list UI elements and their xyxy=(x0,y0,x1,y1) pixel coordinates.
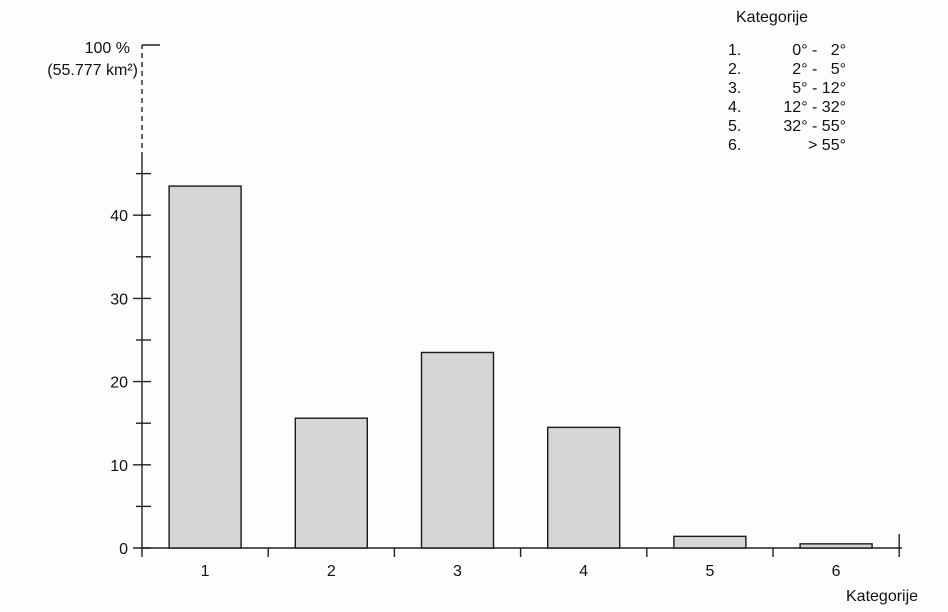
legend-item-2: 2. 2° - 5° xyxy=(728,60,846,79)
bar-category-3 xyxy=(422,352,494,548)
bar-category-4 xyxy=(548,427,620,548)
x-tick-label-1: 1 xyxy=(201,563,210,580)
legend-item-range: 0° - 2° xyxy=(754,41,846,60)
legend-item-range: 2° - 5° xyxy=(754,60,846,79)
legend: Kategorije 1. 0° - 2° 2. 2° - 5° 3. 5° - 12° 4… xyxy=(728,8,846,155)
bar-category-6 xyxy=(800,544,872,548)
y-tick-label: 30 xyxy=(110,291,128,308)
legend-item-number: 3. xyxy=(728,79,754,98)
y-tick-label: 40 xyxy=(110,208,128,225)
y-axis-top-label: 100 % (55.777 km²) xyxy=(8,38,138,82)
legend-item-5: 5. 32° - 55° xyxy=(728,117,846,136)
legend-item-number: 5. xyxy=(728,117,754,136)
bar-category-5 xyxy=(674,536,746,548)
legend-item-4: 4. 12° - 32° xyxy=(728,98,846,117)
legend-item-range: 12° - 32° xyxy=(754,98,846,117)
legend-item-number: 2. xyxy=(728,60,754,79)
legend-item-3: 3. 5° - 12° xyxy=(728,79,846,98)
x-tick-label-6: 6 xyxy=(832,563,841,580)
legend-item-number: 6. xyxy=(728,136,754,155)
legend-item-range: 32° - 55° xyxy=(754,117,846,136)
legend-item-range: 5° - 12° xyxy=(754,79,846,98)
legend-item-1: 1. 0° - 2° xyxy=(728,41,846,60)
legend-title: Kategorije xyxy=(736,8,846,27)
x-tick-label-3: 3 xyxy=(453,563,462,580)
legend-item-number: 4. xyxy=(728,98,754,117)
legend-rows: 1. 0° - 2° 2. 2° - 5° 3. 5° - 12° 4. 12° - 32° 5… xyxy=(728,41,846,155)
legend-item-number: 1. xyxy=(728,41,754,60)
y-tick-label: 0 xyxy=(119,541,128,558)
x-tick-label-4: 4 xyxy=(579,563,588,580)
y-top-percent: 100 % xyxy=(8,38,138,60)
y-tick-label: 20 xyxy=(110,375,128,392)
x-tick-label-2: 2 xyxy=(327,563,336,580)
bar-category-1 xyxy=(169,186,241,548)
x-axis-label: Kategorije xyxy=(846,588,918,606)
x-tick-label-5: 5 xyxy=(705,563,714,580)
legend-item-6: 6. > 55° xyxy=(728,136,846,155)
y-tick-label: 10 xyxy=(110,458,128,475)
bar-category-2 xyxy=(295,418,367,548)
legend-item-range: > 55° xyxy=(754,136,846,155)
y-top-area: (55.777 km²) xyxy=(47,62,138,79)
